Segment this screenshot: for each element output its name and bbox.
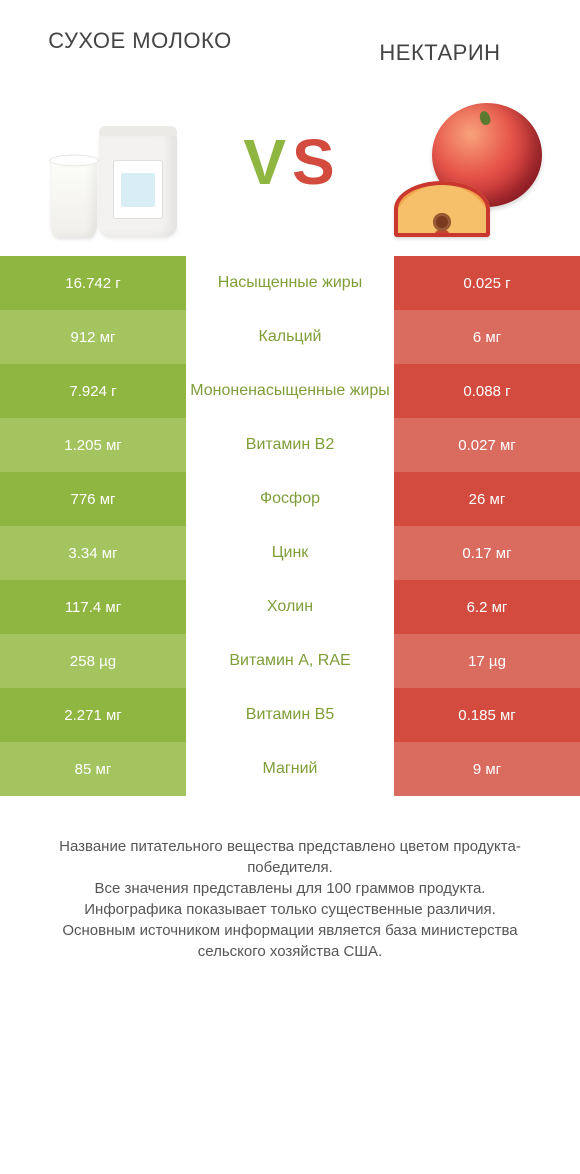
nutrient-label: Фосфор	[186, 472, 394, 526]
comparison-table: 16.742 гНасыщенные жиры0.025 г912 мгКаль…	[0, 256, 580, 796]
value-left: 1.205 мг	[0, 418, 186, 472]
table-row: 3.34 мгЦинк0.17 мг	[0, 526, 580, 580]
table-row: 776 мгФосфор26 мг	[0, 472, 580, 526]
value-right: 0.025 г	[394, 256, 580, 310]
footer-line: Инфографика показывает только существенн…	[30, 899, 550, 920]
value-right: 0.185 мг	[394, 688, 580, 742]
value-left: 3.34 мг	[0, 526, 186, 580]
value-left: 912 мг	[0, 310, 186, 364]
nectarine-icon	[388, 97, 548, 237]
value-right: 9 мг	[394, 742, 580, 796]
nutrient-label: Витамин A, RAE	[186, 634, 394, 688]
header: СУХОЕ МОЛОКО НЕКТАРИН	[0, 0, 580, 66]
right-product-image	[388, 87, 548, 237]
value-left: 7.924 г	[0, 364, 186, 418]
value-left: 85 мг	[0, 742, 186, 796]
table-row: 117.4 мгХолин6.2 мг	[0, 580, 580, 634]
left-product-image	[32, 87, 192, 237]
value-right: 0.17 мг	[394, 526, 580, 580]
title-left: СУХОЕ МОЛОКО	[40, 28, 240, 54]
value-left: 2.271 мг	[0, 688, 186, 742]
table-row: 1.205 мгВитамин B20.027 мг	[0, 418, 580, 472]
value-right: 6 мг	[394, 310, 580, 364]
nutrient-label: Цинк	[186, 526, 394, 580]
table-row: 912 мгКальций6 мг	[0, 310, 580, 364]
nutrient-label: Мононенасыщенные жиры	[186, 364, 394, 418]
value-left: 16.742 г	[0, 256, 186, 310]
value-right: 0.088 г	[394, 364, 580, 418]
table-row: 16.742 гНасыщенные жиры0.025 г	[0, 256, 580, 310]
nutrient-label: Насыщенные жиры	[186, 256, 394, 310]
table-row: 7.924 гМононенасыщенные жиры0.088 г	[0, 364, 580, 418]
value-left: 117.4 мг	[0, 580, 186, 634]
nutrient-label: Кальций	[186, 310, 394, 364]
table-row: 85 мгМагний9 мг	[0, 742, 580, 796]
value-left: 258 µg	[0, 634, 186, 688]
table-row: 258 µgВитамин A, RAE17 µg	[0, 634, 580, 688]
value-left: 776 мг	[0, 472, 186, 526]
image-row: VS	[0, 66, 580, 256]
value-right: 0.027 мг	[394, 418, 580, 472]
nutrient-label: Холин	[186, 580, 394, 634]
vs-label: VS	[243, 125, 336, 199]
milk-icon	[37, 107, 187, 237]
value-right: 26 мг	[394, 472, 580, 526]
table-row: 2.271 мгВитамин B50.185 мг	[0, 688, 580, 742]
title-right: НЕКТАРИН	[340, 28, 540, 66]
footer-line: Основным источником информации является …	[30, 920, 550, 962]
value-right: 17 µg	[394, 634, 580, 688]
vs-s: S	[292, 125, 337, 199]
nutrient-label: Витамин B2	[186, 418, 394, 472]
vs-v: V	[243, 125, 288, 199]
footer-note: Название питательного вещества представл…	[0, 796, 580, 962]
footer-line: Все значения представлены для 100 граммо…	[30, 878, 550, 899]
footer-line: Название питательного вещества представл…	[30, 836, 550, 878]
value-right: 6.2 мг	[394, 580, 580, 634]
nutrient-label: Витамин B5	[186, 688, 394, 742]
nutrient-label: Магний	[186, 742, 394, 796]
